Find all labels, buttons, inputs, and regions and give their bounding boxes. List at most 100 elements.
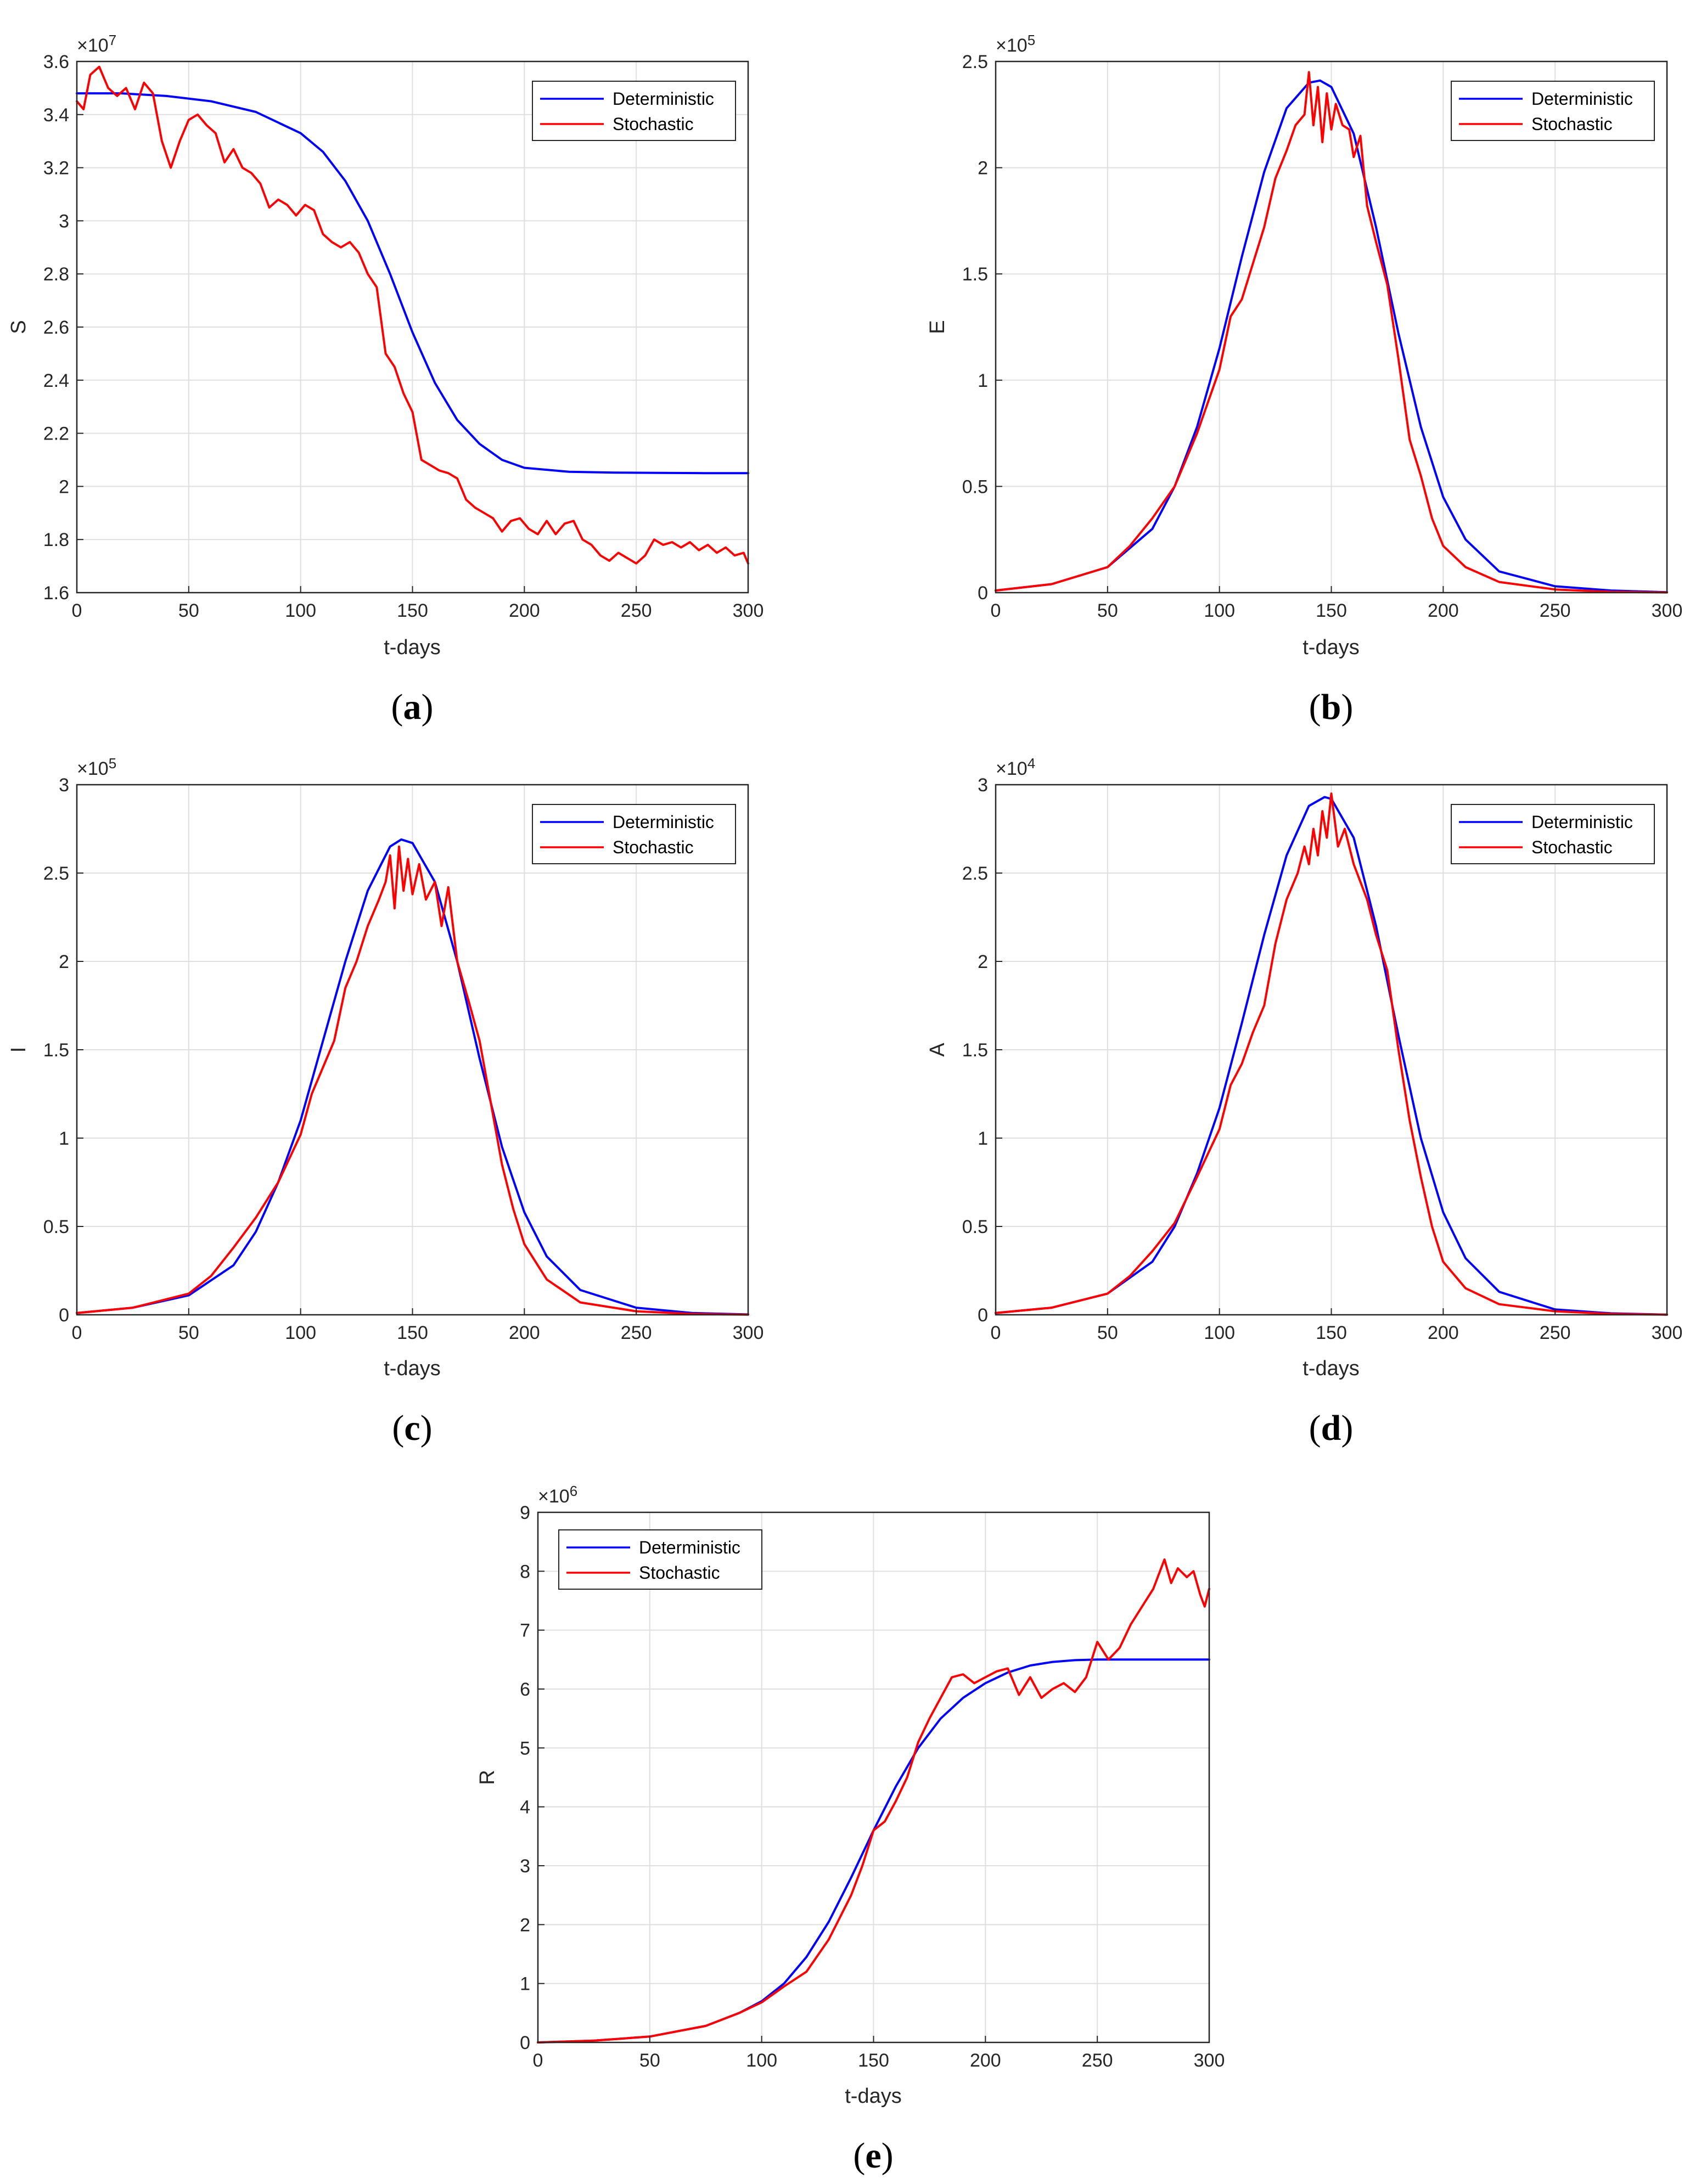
legend-label-deterministic: Deterministic (1531, 89, 1633, 109)
legend-label-deterministic: Deterministic (639, 1538, 740, 1557)
x-tick-label: 150 (397, 600, 428, 621)
panel-e-ticks: 0 50 100 150 200 250 300 0 1 2 3 4 5 6 7 8 9 (520, 1502, 1225, 2071)
x-tick-label: 100 (285, 1322, 316, 1343)
y-tick-label: 2 (59, 952, 69, 972)
x-tick-label: 0 (991, 600, 1001, 621)
panel-b-exponent: ×105 (996, 32, 1035, 56)
y-tick-label: 1.6 (43, 583, 69, 604)
x-tick-label: 300 (1652, 600, 1683, 621)
panel-c-ylabel: I (7, 1047, 30, 1053)
y-tick-label: 0 (520, 2033, 530, 2053)
x-tick-label: 250 (1540, 1322, 1571, 1343)
y-tick-label: 2.4 (43, 370, 69, 391)
y-tick-label: 0 (978, 1305, 988, 1326)
series-line-deterministic (995, 79, 1668, 594)
y-tick-label: 6 (520, 1679, 530, 1700)
panel-e-caption: (e) (853, 2136, 893, 2176)
legend-label-deterministic: Deterministic (613, 812, 714, 832)
x-tick-label: 300 (733, 1322, 764, 1343)
panel-d-ylabel: A (926, 1043, 949, 1057)
x-tick-label: 0 (72, 1322, 82, 1343)
x-tick-label: 150 (858, 2050, 889, 2071)
x-tick-label: 50 (1097, 600, 1118, 621)
panel-c: 0 50 100 150 200 250 300 0 0.5 1 1.5 2 2.5 3 ×105 t-d… (7, 755, 764, 1448)
y-tick-label: 8 (520, 1561, 530, 1582)
x-tick-label: 250 (621, 1322, 652, 1343)
panel-d: 0 50 100 150 200 250 300 0 0.5 1 1.5 2 2.5 3 ×104 t-d… (926, 755, 1682, 1448)
y-tick-label: 1 (59, 1128, 69, 1149)
y-tick-label: 2.6 (43, 317, 69, 338)
panel-c-exponent: ×105 (77, 755, 116, 779)
x-tick-label: 300 (1194, 2050, 1225, 2071)
legend-label-deterministic: Deterministic (613, 89, 714, 109)
y-tick-label: 3 (978, 775, 988, 796)
y-tick-label: 7 (520, 1620, 530, 1641)
panel-a: 0 50 100 150 200 250 300 1.6 1.8 2 2.2 2.4 2.6 2.8 3 3.… (7, 32, 764, 727)
x-tick-label: 0 (72, 600, 82, 621)
y-tick-label: 2.5 (962, 863, 988, 884)
legend-label-stochastic: Stochastic (1531, 114, 1613, 134)
panel-e-series (537, 1558, 1210, 2044)
panel-a-series (76, 65, 749, 565)
panel-a-exponent: ×107 (77, 32, 116, 56)
y-tick-label: 1 (978, 370, 988, 391)
x-tick-label: 250 (621, 600, 652, 621)
panel-b-legend: Deterministic Stochastic (1451, 81, 1655, 141)
panel-e-xlabel: t-days (845, 2085, 901, 2108)
legend-label-stochastic: Stochastic (639, 1563, 720, 1583)
x-tick-label: 250 (1082, 2050, 1113, 2071)
series-line-stochastic (995, 792, 1668, 1316)
y-tick-label: 9 (520, 1502, 530, 1523)
x-tick-label: 150 (1316, 1322, 1347, 1343)
panel-d-legend: Deterministic Stochastic (1451, 804, 1655, 864)
panel-e-exponent: ×106 (538, 1483, 577, 1507)
legend-label-stochastic: Stochastic (613, 114, 694, 134)
y-tick-label: 2.5 (962, 52, 988, 72)
y-tick-label: 1 (978, 1128, 988, 1149)
y-tick-label: 0 (59, 1305, 69, 1326)
panel-a-ylabel: S (7, 320, 30, 334)
x-tick-label: 50 (1097, 1322, 1118, 1343)
panel-e: 0 50 100 150 200 250 300 0 1 2 3 4 5 6 7 8 9 ×106 t-days… (476, 1483, 1225, 2176)
y-tick-label: 1 (520, 1974, 530, 1995)
y-tick-label: 2 (59, 476, 69, 497)
x-tick-label: 200 (509, 1322, 540, 1343)
panel-e-ylabel: R (476, 1770, 499, 1785)
y-tick-label: 2 (520, 1915, 530, 1935)
panel-a-legend: Deterministic Stochastic (532, 81, 736, 141)
panel-b-xlabel: t-days (1303, 636, 1359, 659)
panel-b-caption: (b) (1309, 687, 1354, 727)
panel-a-ticks: 0 50 100 150 200 250 300 1.6 1.8 2 2.2 2.4 2.6 2.8 3 3.… (43, 52, 764, 621)
panel-b-series (995, 71, 1668, 594)
y-tick-label: 0 (978, 583, 988, 604)
panel-d-exponent: ×104 (996, 755, 1035, 779)
panel-d-caption: (d) (1309, 1408, 1354, 1448)
panel-b-ticks: 0 50 100 150 200 250 300 0 0.5 1 1.5 2 2.5 (962, 52, 1683, 621)
y-tick-label: 4 (520, 1797, 530, 1818)
y-tick-label: 1.5 (962, 264, 988, 285)
panel-e-legend: Deterministic Stochastic (558, 1529, 762, 1590)
x-tick-label: 150 (1316, 600, 1347, 621)
x-tick-label: 100 (1204, 1322, 1235, 1343)
x-tick-label: 50 (639, 2050, 660, 2071)
panel-c-caption: (c) (392, 1408, 432, 1448)
y-tick-label: 3 (59, 211, 69, 232)
x-tick-label: 150 (397, 1322, 428, 1343)
x-tick-label: 250 (1540, 600, 1571, 621)
y-tick-label: 0.5 (962, 476, 988, 497)
y-tick-label: 1.8 (43, 530, 69, 550)
x-tick-label: 200 (1428, 1322, 1459, 1343)
panel-c-legend: Deterministic Stochastic (532, 804, 736, 864)
y-tick-label: 1.5 (962, 1040, 988, 1061)
panel-b: 0 50 100 150 200 250 300 0 0.5 1 1.5 2 2.5 ×105 t-da… (926, 32, 1682, 727)
panel-d-ticks: 0 50 100 150 200 250 300 0 0.5 1 1.5 2 2.5 3 (962, 775, 1683, 1343)
legend-label-deterministic: Deterministic (1531, 812, 1633, 832)
x-tick-label: 0 (991, 1322, 1001, 1343)
series-line-deterministic (76, 838, 749, 1316)
x-tick-label: 0 (533, 2050, 543, 2071)
panel-a-xlabel: t-days (384, 636, 440, 659)
x-tick-label: 200 (509, 600, 540, 621)
series-line-stochastic (76, 65, 749, 565)
y-tick-label: 3 (520, 1856, 530, 1877)
